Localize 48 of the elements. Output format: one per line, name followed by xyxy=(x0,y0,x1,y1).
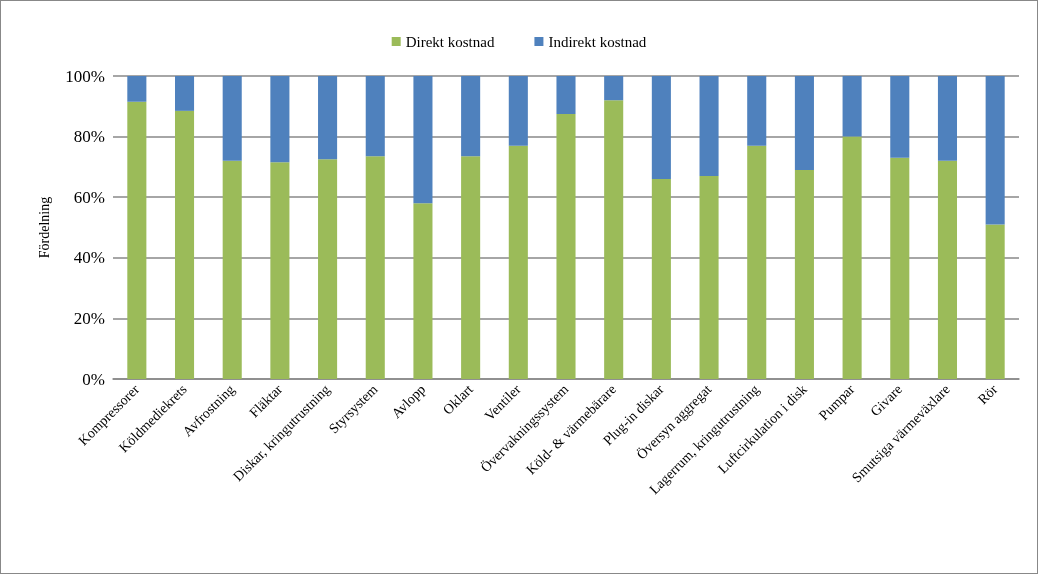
bar xyxy=(604,100,624,379)
bar xyxy=(604,76,624,101)
bar xyxy=(222,160,242,379)
bar xyxy=(747,145,767,379)
bar xyxy=(127,76,147,102)
bar xyxy=(413,76,433,204)
bar xyxy=(318,76,338,160)
bar xyxy=(318,159,338,379)
bar xyxy=(651,76,671,180)
bar xyxy=(842,136,862,379)
x-tick-label: Rör xyxy=(975,381,1001,408)
bar xyxy=(508,145,528,379)
y-tick-label: 100% xyxy=(65,66,105,86)
bar xyxy=(508,76,528,146)
bar xyxy=(842,76,862,137)
bar xyxy=(794,76,814,170)
y-tick-label: 80% xyxy=(73,127,105,147)
bar xyxy=(937,76,958,161)
legend-label: Indirekt kostnad xyxy=(548,33,647,50)
bar xyxy=(890,76,910,158)
y-axis-title: Fördelning xyxy=(36,196,52,259)
bar xyxy=(699,76,719,176)
bar xyxy=(699,175,719,379)
bar xyxy=(222,76,242,161)
bar xyxy=(556,113,576,379)
bar xyxy=(413,203,433,379)
bar xyxy=(651,179,671,379)
bar xyxy=(985,76,1005,225)
bar xyxy=(556,76,576,114)
legend-label: Direkt kostnad xyxy=(405,33,495,50)
bar xyxy=(174,76,195,111)
y-tick-label: 20% xyxy=(73,308,105,328)
y-tick-label: 40% xyxy=(73,248,105,268)
bar xyxy=(174,110,195,379)
y-tick-label: 0% xyxy=(82,369,105,389)
bar xyxy=(127,101,147,379)
bar xyxy=(365,76,385,157)
bar xyxy=(890,157,910,379)
bar xyxy=(794,169,814,379)
bar xyxy=(461,156,481,379)
bar xyxy=(270,162,290,379)
bar xyxy=(365,156,385,379)
bar xyxy=(461,76,481,157)
bar xyxy=(747,76,767,146)
bar xyxy=(937,160,958,379)
bar xyxy=(270,76,290,163)
bar xyxy=(985,224,1005,379)
y-tick-label: 60% xyxy=(73,187,105,207)
